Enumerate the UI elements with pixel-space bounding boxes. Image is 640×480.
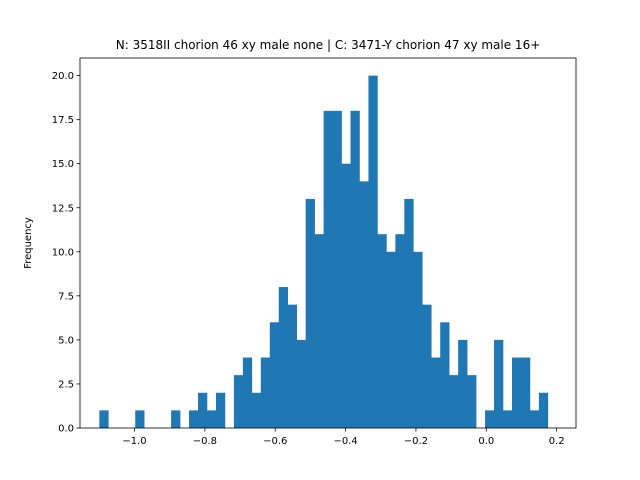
histogram-bar [413,251,423,428]
histogram-bar [395,234,405,428]
y-tick-label: 0.0 [58,424,74,435]
histogram-bar [467,375,477,428]
histogram-bar [341,163,351,428]
y-tick-label: 15.0 [52,159,74,170]
y-tick-label: 2.5 [58,379,74,390]
x-tick-label: −0.6 [263,436,287,447]
histogram-bar [260,357,271,428]
histogram-bar [251,392,262,428]
x-tick-label: −0.8 [193,436,217,447]
histogram-bar [171,410,181,428]
histogram-bar [99,410,109,428]
x-tick-label: −0.2 [404,436,428,447]
histogram-bar [206,410,217,428]
histogram-bar [323,110,333,428]
histogram-bar [314,234,324,428]
chart-title: N: 3518II chorion 46 xy male none | C: 3… [116,38,541,52]
y-tick-label: 12.5 [52,203,74,214]
histogram-bar [377,234,387,428]
x-axis: −1.0 −0.8 −0.6 −0.4 −0.2 0.0 0.2 [122,428,565,447]
histogram-bar [431,357,441,428]
histogram-bar [350,110,360,428]
histogram-bar [296,339,306,428]
histogram-bar [404,198,414,428]
histogram-bar [485,410,495,428]
y-tick-label: 10.0 [52,247,74,258]
plot-frame [79,57,577,429]
histogram-bar [287,304,297,428]
histogram-bar [458,339,468,428]
histogram-bar [386,251,396,428]
histogram-bar [233,375,244,428]
histogram-bar [449,375,459,428]
histogram-bar [332,110,342,428]
y-tick-label: 20.0 [52,71,74,82]
histogram-bar [503,410,513,428]
y-tick-label: 7.5 [58,291,74,302]
x-tick-label: −0.4 [333,436,357,447]
histogram-bar [494,339,504,428]
histogram-bars [99,75,549,428]
histogram-bar [135,410,145,428]
histogram-bar [368,75,378,428]
histogram-bar [215,392,226,428]
histogram-bar [189,410,199,428]
histogram-bar [440,322,450,428]
x-tick-label: −1.0 [122,436,146,447]
histogram-bar [359,181,369,428]
y-tick-label: 17.5 [52,115,74,126]
x-tick-label: 0.2 [549,436,565,447]
histogram-bar [198,392,208,428]
y-axis: 0.0 2.5 5.0 7.5 10.0 12.5 15.0 17.5 20.0 [52,71,80,435]
histogram-bar [538,392,549,428]
histogram-bar [511,357,522,428]
histogram-bar [422,304,432,428]
histogram-bar [520,357,531,428]
histogram-bar [305,198,315,428]
y-axis-title: Frequency [23,217,34,269]
x-tick-label: 0.0 [478,436,494,447]
histogram-bar [529,410,540,428]
histogram-bar [269,322,280,428]
histogram-bar [278,287,289,428]
y-tick-label: 5.0 [58,335,74,346]
histogram-bar [242,357,253,428]
